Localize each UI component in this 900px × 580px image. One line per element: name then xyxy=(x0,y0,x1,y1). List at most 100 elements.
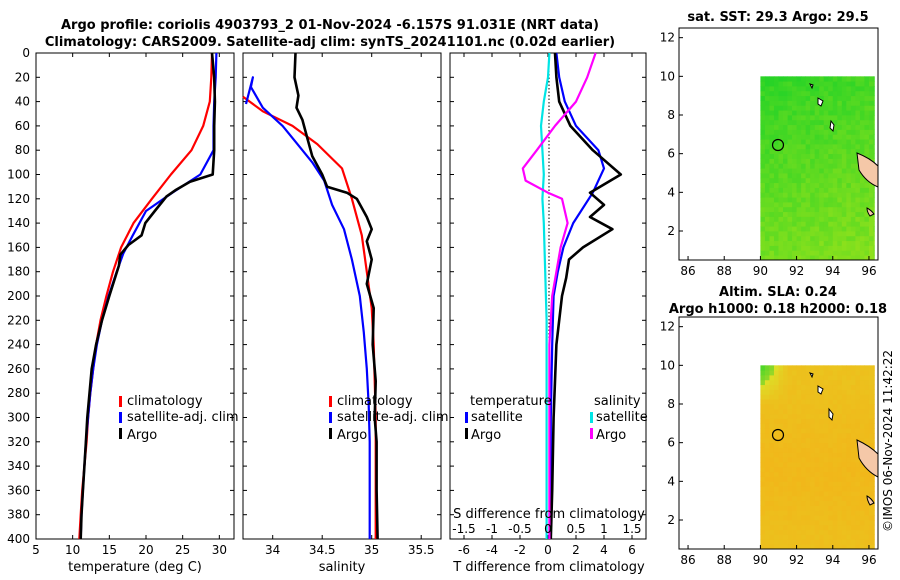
map-cell xyxy=(841,437,847,444)
map-cell xyxy=(778,524,784,531)
map-cell xyxy=(841,182,847,188)
map-cell xyxy=(764,394,770,400)
map-cell xyxy=(778,433,784,439)
map-cell xyxy=(855,115,861,121)
map-cell xyxy=(787,163,793,169)
map-cell xyxy=(823,365,829,371)
map-cell xyxy=(828,510,834,516)
map-cell xyxy=(850,231,856,237)
map-cell xyxy=(760,216,766,222)
legend-swatch-argo xyxy=(329,428,332,439)
map-cell xyxy=(819,206,825,213)
map-cell xyxy=(832,206,838,213)
map-cell xyxy=(792,216,797,222)
map-cell xyxy=(805,255,811,261)
map-cell xyxy=(855,110,861,116)
map-cell xyxy=(760,110,766,116)
map-cell xyxy=(841,255,847,261)
map-cell xyxy=(760,81,766,87)
line-satellite-adj-clim xyxy=(79,52,218,540)
depth-tick-label: 140 xyxy=(7,216,30,230)
map-cell xyxy=(873,544,875,550)
map-cell xyxy=(764,129,770,135)
map-cell xyxy=(814,76,820,82)
map-cell xyxy=(868,250,874,256)
map-cell xyxy=(783,486,788,492)
map-cell xyxy=(769,144,775,150)
map-cell xyxy=(814,187,820,193)
map-cell xyxy=(837,534,843,540)
map-cell xyxy=(855,197,861,203)
map-cell xyxy=(814,510,820,516)
map-cell xyxy=(778,231,784,237)
map-cell xyxy=(778,418,784,424)
map-cell xyxy=(868,375,874,381)
map-cell xyxy=(773,447,779,453)
map-cell xyxy=(792,163,797,169)
map-cell xyxy=(792,90,797,97)
s-difference-label: S difference from climatology xyxy=(453,507,645,522)
map-cell xyxy=(764,187,770,193)
map-cell xyxy=(801,119,807,126)
map-cell xyxy=(837,115,843,121)
map-cell xyxy=(783,505,788,511)
map-cell xyxy=(873,399,875,405)
map-cell xyxy=(837,124,843,130)
map-cell xyxy=(801,423,807,429)
map-cell xyxy=(846,105,852,111)
map-cell xyxy=(819,110,825,116)
map-cell xyxy=(841,539,847,545)
map-cell xyxy=(769,457,775,463)
map-cell xyxy=(764,544,770,550)
map-cell xyxy=(850,520,856,526)
map-cell xyxy=(873,153,875,159)
map-cell xyxy=(810,100,816,106)
map-cell xyxy=(832,115,838,121)
map-cell xyxy=(850,500,856,506)
map-cell xyxy=(773,404,779,410)
map-cell xyxy=(864,182,870,188)
map-cell xyxy=(769,192,775,198)
map-cell xyxy=(832,433,838,439)
map-cell xyxy=(769,500,775,506)
map-cell xyxy=(855,216,861,222)
map-cell xyxy=(868,384,874,390)
map-cell xyxy=(773,457,779,463)
map-cell xyxy=(778,404,784,410)
map-cell xyxy=(764,529,770,535)
map-cell xyxy=(787,129,793,135)
map-cell xyxy=(783,105,788,111)
map-cell xyxy=(850,471,856,477)
map-cell xyxy=(864,471,870,477)
map-cell xyxy=(787,389,793,395)
map-y-tick-label: 6 xyxy=(667,147,675,161)
map-cell xyxy=(819,211,825,217)
map-cell xyxy=(764,197,770,203)
map-cell xyxy=(837,394,843,400)
map-cell xyxy=(850,418,856,424)
map-cell xyxy=(764,447,770,453)
map-cell xyxy=(828,379,834,386)
map-cell xyxy=(792,226,797,232)
map-cell xyxy=(805,216,811,222)
map-cell xyxy=(846,119,852,126)
map-cell xyxy=(823,182,829,188)
map-cell xyxy=(810,231,816,237)
map-cell xyxy=(864,375,870,381)
map-cell xyxy=(810,384,816,390)
map-cell xyxy=(796,221,802,227)
map-cell xyxy=(873,515,875,521)
map-cell xyxy=(846,423,852,429)
map-cell xyxy=(810,379,816,386)
difference-x-ticks: -6 -4 -2 0 2 4 6 xyxy=(458,53,636,557)
map-cell xyxy=(805,144,811,150)
map-cell xyxy=(805,95,811,101)
map-cell xyxy=(792,515,797,521)
map-cell xyxy=(801,95,807,101)
map-cell xyxy=(801,481,807,487)
map-cell xyxy=(810,105,816,111)
map-cell xyxy=(764,226,770,232)
map-cell xyxy=(837,163,843,169)
map-cell xyxy=(864,389,870,395)
map-cell xyxy=(760,153,766,159)
